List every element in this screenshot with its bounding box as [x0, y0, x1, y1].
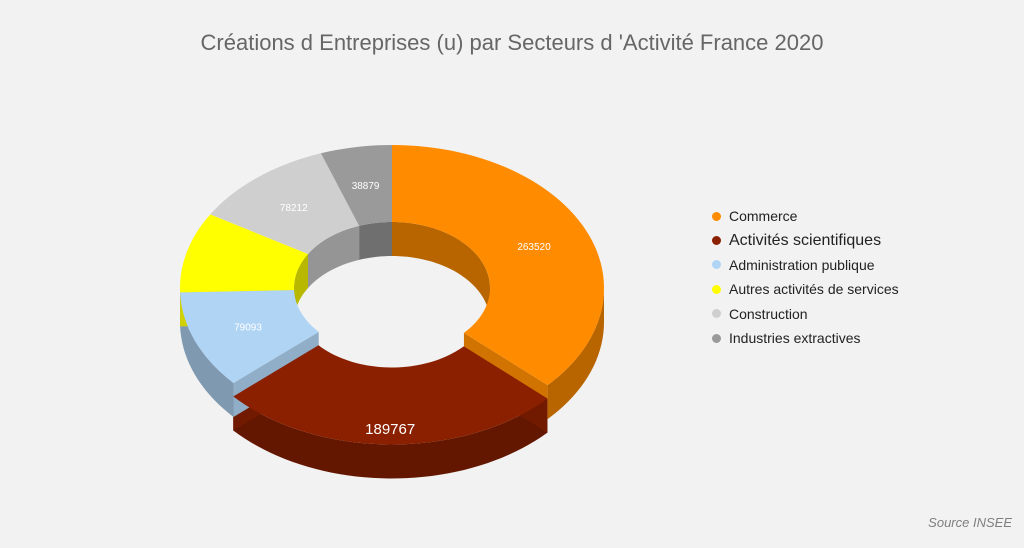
legend-label: Construction [729, 305, 808, 322]
data-label: 189767 [365, 421, 415, 438]
legend-item: Construction [712, 302, 899, 326]
legend-item: Autres activités de services [712, 277, 899, 301]
source-note: Source INSEE [928, 515, 1012, 530]
legend-label: Industries extractives [729, 330, 861, 347]
slice-inner-wall [294, 254, 308, 322]
legend-label: Administration publique [729, 256, 875, 273]
legend-swatch [712, 211, 721, 221]
legend-label: Commerce [729, 208, 798, 225]
chart-title: Créations d Entreprises (u) par Secteurs… [200, 30, 824, 55]
legend-label: Autres activités de services [729, 281, 899, 298]
slice-commerce[interactable] [392, 145, 604, 386]
slice-administration-publique[interactable] [180, 290, 319, 383]
slice-construction[interactable] [210, 153, 360, 255]
chart-legend: Commerce Activités scientifiques Administr… [712, 204, 899, 350]
legend-swatch [712, 236, 721, 246]
legend-swatch [712, 284, 721, 294]
slice-activit-s-scientifiques[interactable] [233, 345, 548, 445]
legend-item: Industries extractives [712, 326, 899, 350]
legend-swatch [712, 333, 721, 343]
legend-item: Activités scientifiques [712, 228, 899, 252]
slice-outer-wall [233, 396, 548, 479]
legend-swatch [712, 260, 721, 270]
legend-label: Activités scientifiques [729, 231, 882, 249]
data-label: 79093 [234, 323, 262, 334]
data-label: 38879 [352, 181, 380, 192]
slice-inner-wall [308, 225, 360, 289]
legend-item: Administration publique [712, 253, 899, 277]
slice-industries-extractives[interactable] [320, 145, 392, 226]
legend-swatch [712, 309, 721, 319]
slice-autres-activit-s-de-services[interactable] [180, 214, 308, 293]
slice-outer-wall [547, 288, 604, 420]
slice-inner-wall [392, 222, 490, 322]
data-label: 78212 [280, 203, 308, 214]
legend-item: Commerce [712, 204, 899, 228]
slice-outer-wall [180, 292, 234, 417]
data-label: 263520 [517, 242, 551, 253]
slice-inner-wall [359, 222, 392, 260]
